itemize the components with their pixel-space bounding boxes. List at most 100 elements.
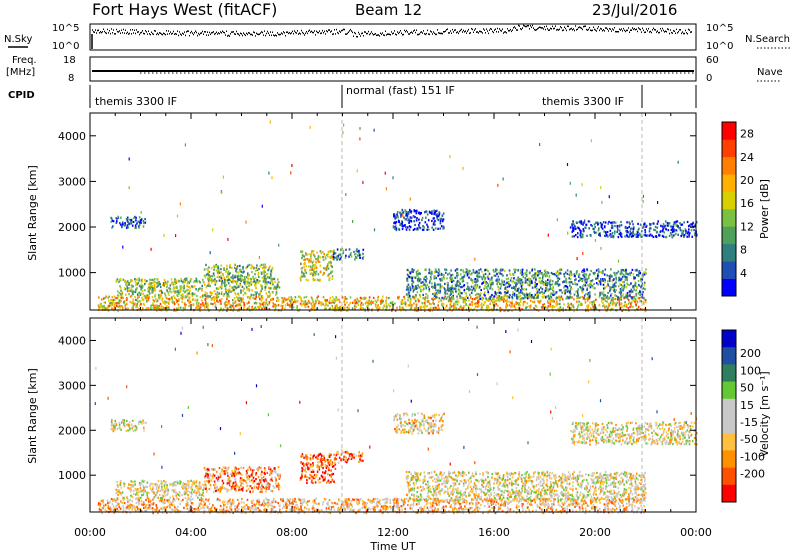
data-cell [505, 292, 508, 295]
trace-point [668, 28, 669, 31]
data-cell [331, 250, 334, 253]
trace-point [340, 31, 341, 33]
data-cell [413, 269, 415, 272]
trace-point [368, 30, 369, 33]
data-cell [503, 283, 505, 286]
data-cell [113, 295, 116, 298]
data-cell [548, 288, 550, 291]
trace-point [559, 28, 560, 31]
trace-point [253, 31, 254, 33]
data-cell [424, 279, 427, 282]
data-cell [130, 284, 133, 287]
data-cell [105, 295, 107, 298]
data-cell [680, 229, 683, 232]
data-cell [134, 302, 136, 305]
data-cell [324, 305, 327, 308]
trace-point [145, 30, 146, 32]
data-cell [411, 270, 413, 273]
trace-point [433, 31, 434, 33]
data-cell [259, 305, 262, 308]
data-cell [385, 302, 387, 305]
trace-point [641, 31, 642, 33]
trace-point [566, 29, 567, 32]
data-cell [593, 306, 596, 309]
data-cell [528, 296, 530, 299]
data-cell [100, 298, 103, 301]
trace-point [516, 29, 517, 31]
data-cell [614, 291, 616, 294]
data-cell [547, 301, 550, 305]
data-cell [506, 291, 509, 294]
data-cell [171, 296, 173, 299]
data-cell [450, 296, 453, 299]
data-cell [605, 231, 607, 234]
data-cell [613, 288, 616, 291]
data-cell [583, 230, 585, 233]
data-cell [128, 157, 130, 161]
data-cell [269, 292, 271, 295]
data-cell [101, 306, 104, 309]
data-cell [322, 258, 325, 261]
data-cell [485, 286, 488, 289]
trace-point [208, 34, 209, 36]
data-cell [505, 302, 508, 305]
data-cell [334, 304, 337, 307]
data-cell [519, 291, 522, 294]
data-cell [368, 308, 370, 311]
data-cell [494, 292, 497, 295]
data-cell [580, 221, 582, 224]
data-cell [436, 213, 438, 216]
data-cell [656, 226, 659, 229]
data-cell [512, 280, 515, 283]
data-cell [141, 289, 144, 292]
data-cell [572, 282, 574, 286]
trace-point [262, 31, 263, 34]
data-cell [328, 261, 330, 264]
trace-point [181, 34, 182, 36]
data-cell [327, 267, 330, 270]
data-cell [617, 228, 619, 231]
trace-point [117, 30, 118, 33]
data-cell [118, 291, 121, 295]
data-cell [157, 284, 159, 287]
data-cell [400, 215, 402, 218]
data-cell [407, 299, 409, 302]
data-cell [548, 274, 551, 277]
data-cell [442, 212, 445, 215]
data-cell [602, 298, 605, 301]
data-cell [289, 304, 292, 307]
data-cell [487, 283, 490, 286]
trace-point [118, 31, 119, 33]
data-cell [521, 308, 523, 311]
data-cell [565, 281, 568, 284]
data-cell [140, 279, 143, 282]
data-cell [457, 274, 459, 277]
data-cell [662, 227, 664, 230]
trace-point [482, 32, 483, 34]
data-cell [611, 232, 614, 235]
data-cell [632, 230, 634, 233]
trace-point [277, 32, 278, 34]
data-cell [431, 309, 434, 312]
data-cell [111, 296, 114, 299]
data-cell [611, 303, 614, 306]
data-cell [311, 268, 314, 271]
data-cell [202, 302, 204, 305]
data-cell [217, 266, 219, 269]
trace-point [360, 35, 361, 37]
data-cell [422, 225, 424, 228]
data-cell [525, 293, 528, 296]
data-cell [599, 234, 601, 237]
trace-point [241, 33, 242, 35]
data-cell [143, 222, 145, 225]
data-cell [160, 294, 163, 297]
data-cell [134, 291, 137, 294]
data-cell [592, 305, 594, 308]
data-cell [468, 299, 470, 302]
trace-point [537, 28, 538, 30]
data-cell [113, 305, 116, 308]
data-cell [330, 254, 333, 257]
data-cell [230, 307, 233, 311]
data-cell [330, 271, 332, 274]
